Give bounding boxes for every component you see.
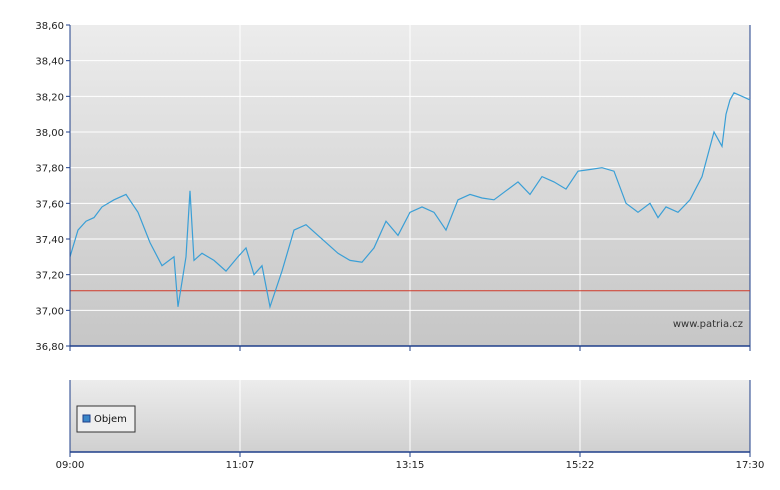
y-tick-label: 37,60 [35,199,64,210]
watermark: www.patria.cz [673,319,743,330]
legend-swatch [82,414,91,423]
y-tick-label: 38,40 [35,57,64,68]
vertical-gridlines [239,25,751,346]
x-axis-ticks: 09:00 11:07 13:15 15:22 17:30 [56,346,765,471]
y-tick-label: 36,80 [35,342,64,353]
y-axis-ticks: 38,60 38,40 38,20 38,00 37,80 37,60 37,40 37,20… [35,21,70,353]
x-tick-label: 15:22 [566,460,595,471]
y-tick-label: 37,20 [35,271,64,282]
x-tick-label: 09:00 [56,460,85,471]
x-tick-label: 11:07 [226,460,255,471]
x-tick-label: 17:30 [736,460,765,471]
volume-vertical-gridlines [69,380,751,452]
y-tick-label: 37,00 [35,306,64,317]
y-tick-label: 38,00 [35,128,64,139]
x-tick-label: 13:15 [396,460,425,471]
price-series-line [69,92,751,310]
y-tick-label: 38,20 [35,92,64,103]
legend-label: Objem [94,414,127,425]
y-tick-label: 38,60 [35,21,64,32]
y-tick-label: 37,40 [35,235,64,246]
volume-legend: Objem [76,405,136,433]
y-tick-label: 37,80 [35,164,64,175]
